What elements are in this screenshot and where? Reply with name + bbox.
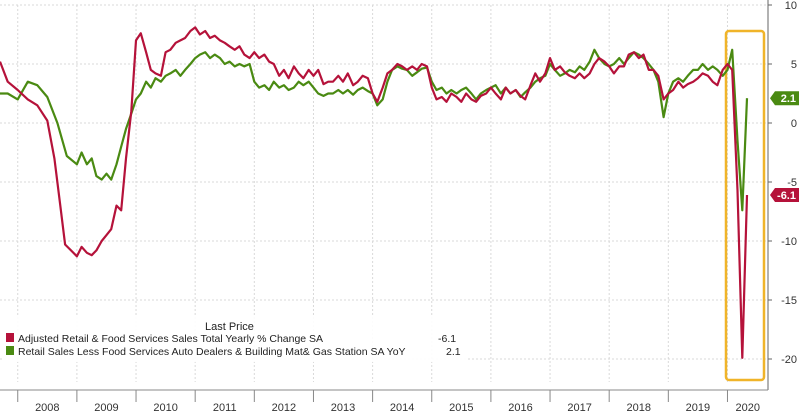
- x-tick-label: 2017: [567, 402, 591, 414]
- last-value-badge-text: -6.1: [777, 190, 796, 202]
- y-tick-label: -5: [787, 177, 797, 189]
- x-axis: 2008 2009 2010 2011 2012 2013 2014 2015 2016 2017…: [0, 389, 768, 414]
- y-tick-label: 10: [785, 0, 797, 12]
- last-value-badges: -6.1 2.1: [770, 91, 799, 202]
- x-tick-label: 2008: [35, 402, 59, 414]
- y-tick-label: -10: [781, 236, 797, 248]
- x-tick-label: 2018: [627, 402, 651, 414]
- y-tick-label: 0: [791, 118, 797, 130]
- legend-swatch-green: [6, 346, 14, 355]
- x-tick-label: 2014: [390, 402, 414, 414]
- last-value-badge-bg: [770, 187, 799, 202]
- last-value-badge-bg: [770, 91, 799, 106]
- legend-label-retail-food: Adjusted Retail & Food Services Sales To…: [18, 333, 323, 345]
- y-tick-label: 5: [791, 59, 797, 71]
- legend-value-retail-food: -6.1: [438, 333, 456, 345]
- x-tick-label: 2011: [213, 402, 237, 414]
- x-tick-label: 2019: [686, 402, 710, 414]
- series-line-0: [0, 26, 749, 359]
- x-tick-label: 2013: [331, 402, 355, 414]
- x-tick-label: 2015: [449, 402, 473, 414]
- y-tick-label: -20: [781, 354, 797, 366]
- x-tick-label: 2016: [508, 402, 532, 414]
- y-tick-label: -15: [781, 295, 797, 307]
- y-axis: 10 5 0 -5 -10 -15 -20: [767, 0, 797, 390]
- highlight-box: [724, 29, 766, 382]
- x-tick-label: 2010: [153, 402, 177, 414]
- x-tick-label: 2012: [272, 402, 296, 414]
- last-value-badge-1: 2.1: [770, 91, 799, 106]
- last-value-badge-0: -6.1: [770, 187, 799, 202]
- x-tick-label: 2020: [735, 402, 759, 414]
- legend-header: Last Price: [205, 321, 254, 333]
- legend-value-retail-less: 2.1: [446, 346, 461, 358]
- legend-background: [4, 316, 466, 362]
- legend-label-retail-less: Retail Sales Less Food Services Auto Dea…: [18, 346, 406, 358]
- legend: Last Price Adjusted Retail & Food Servic…: [4, 316, 466, 362]
- legend-swatch-red: [6, 333, 14, 342]
- x-tick-label: 2009: [94, 402, 118, 414]
- last-value-badge-text: 2.1: [781, 93, 796, 105]
- covid-highlight-box: [724, 29, 766, 382]
- series-lines: [0, 26, 749, 359]
